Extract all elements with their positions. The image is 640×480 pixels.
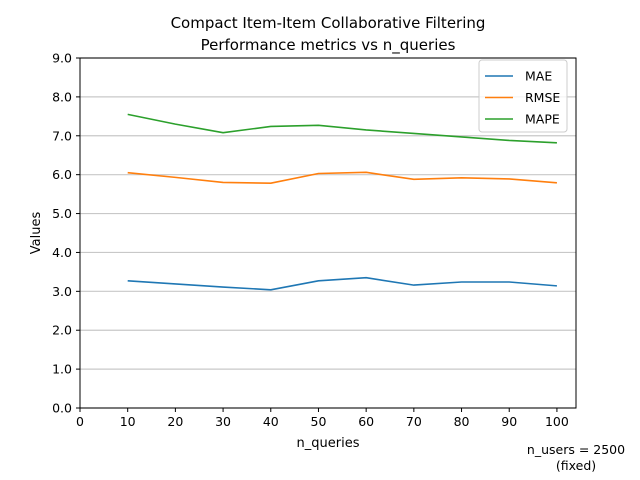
y-tick-label-9: 9.0 — [52, 51, 72, 66]
y-tick-label-1: 1.0 — [52, 362, 72, 377]
x-tick-label-5: 50 — [311, 414, 327, 429]
x-tick-label-4: 40 — [263, 414, 279, 429]
y-tick-label-5: 5.0 — [52, 206, 72, 221]
chart-title-line-1: Compact Item-Item Collaborative Filterin… — [171, 14, 486, 32]
axes: 0 10 20 30 40 50 60 70 80 90 100 0.0 1.0 2.0 3.0 4.0 5.0… — [52, 51, 577, 429]
y-tick-label-7: 7.0 — [52, 128, 72, 143]
x-tick-label-6: 60 — [358, 414, 374, 429]
annotation-line-2: (fixed) — [556, 458, 596, 473]
legend-label-mae: MAE — [525, 69, 552, 84]
legend: MAE RMSE MAPE — [478, 59, 568, 133]
x-axis-label: n_queries — [297, 436, 360, 451]
legend-label-rmse: RMSE — [525, 90, 560, 105]
series-line-rmse — [127, 171, 557, 185]
y-tick-label-0: 0.0 — [52, 401, 72, 416]
chart-title-line-2: Performance metrics vs n_queries — [201, 36, 456, 55]
y-tick-label-8: 8.0 — [52, 89, 72, 104]
x-tick-label-0: 0 — [76, 414, 84, 429]
y-tick-label-6: 6.0 — [52, 167, 72, 182]
series-line-mae — [127, 276, 557, 291]
annotation-line-1: n_users = 2500 — [527, 442, 625, 457]
x-tick-label-1: 10 — [120, 414, 136, 429]
x-tick-label-9: 90 — [501, 414, 517, 429]
y-axis-label: Values — [29, 212, 44, 255]
plot-frame — [79, 57, 577, 409]
x-tick-label-8: 80 — [454, 414, 470, 429]
series-lines — [127, 113, 557, 291]
series-line-mape — [127, 113, 557, 144]
y-tick-label-3: 3.0 — [52, 284, 72, 299]
y-tick-label-2: 2.0 — [52, 323, 72, 338]
x-tick-label-7: 70 — [406, 414, 422, 429]
x-tick-label-3: 30 — [215, 414, 231, 429]
x-tick-label-10: 100 — [545, 414, 569, 429]
x-tick-label-2: 20 — [167, 414, 183, 429]
legend-box — [478, 59, 568, 133]
legend-label-mape: MAPE — [525, 112, 560, 127]
y-tick-label-4: 4.0 — [52, 245, 72, 260]
